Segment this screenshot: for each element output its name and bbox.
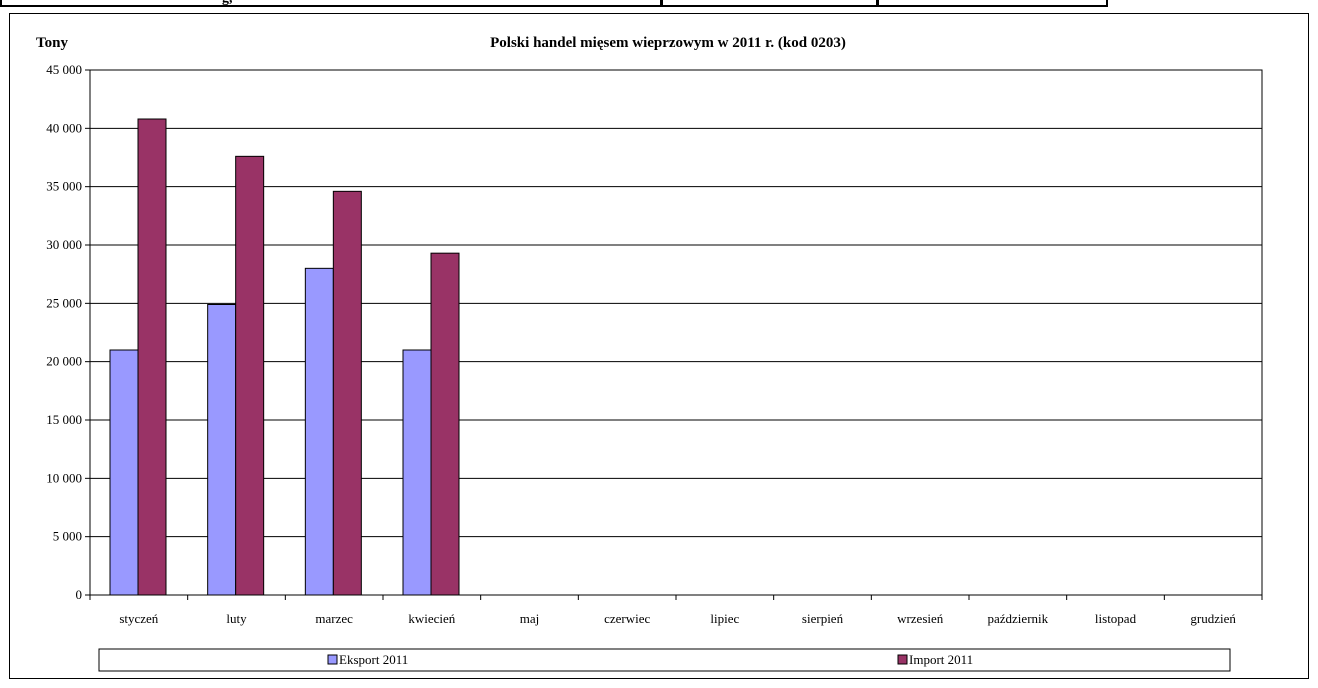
legend-label: Import 2011 xyxy=(909,652,973,667)
y-tick-label: 10 000 xyxy=(46,470,82,485)
bar-import-luty xyxy=(235,155,265,596)
bar-eksport-luty xyxy=(207,304,237,596)
top-table-divider xyxy=(660,0,663,7)
y-tick-label: 25 000 xyxy=(46,295,82,310)
bar-import-kwiecień xyxy=(430,252,460,596)
header-fragment: g, xyxy=(222,0,233,7)
chart-title: Polski handel mięsem wieprzowym w 2011 r… xyxy=(490,35,846,51)
bar-eksport-styczeń xyxy=(109,349,139,596)
y-tick-label: 20 000 xyxy=(46,354,82,369)
x-tick-label: grudzień xyxy=(1190,611,1236,626)
y-tick-label: 35 000 xyxy=(46,179,82,194)
x-tick-label: kwiecień xyxy=(408,611,455,626)
y-tick-label: 40 000 xyxy=(46,120,82,135)
x-tick-label: listopad xyxy=(1095,611,1137,626)
y-tick-label: 30 000 xyxy=(46,237,82,252)
bar-import-styczeń xyxy=(137,118,167,596)
y-axis-label: Tony xyxy=(36,35,68,51)
x-tick-label: lipiec xyxy=(710,611,739,626)
x-tick-label: sierpień xyxy=(802,611,844,626)
x-tick-label: wrzesień xyxy=(897,611,944,626)
x-tick-label: luty xyxy=(226,611,247,626)
bar-eksport-kwiecień xyxy=(402,349,432,596)
legend-box xyxy=(98,648,1231,672)
x-tick-label: marzec xyxy=(315,611,353,626)
top-table-divider xyxy=(876,0,879,7)
x-tick-label: czerwiec xyxy=(604,611,650,626)
top-table-border xyxy=(0,0,1108,7)
legend-label: Eksport 2011 xyxy=(339,652,408,667)
legend-swatch xyxy=(897,654,908,665)
x-tick-label: październik xyxy=(988,611,1049,626)
legend-swatch xyxy=(327,654,338,665)
y-tick-label: 45 000 xyxy=(46,62,82,77)
plot-area xyxy=(89,69,1263,596)
x-tick-label: styczeń xyxy=(119,611,158,626)
bar-eksport-marzec xyxy=(304,267,334,596)
y-tick-label: 15 000 xyxy=(46,412,82,427)
x-tick-label: maj xyxy=(520,611,540,626)
y-tick-label: 5 000 xyxy=(53,529,82,544)
y-tick-label: 0 xyxy=(76,587,83,602)
top-table-strip: g, xyxy=(0,0,1110,12)
bar-import-marzec xyxy=(332,190,362,596)
